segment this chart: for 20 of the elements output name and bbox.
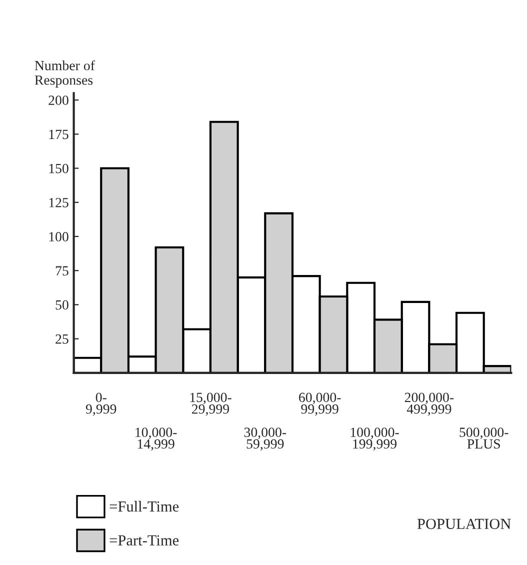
x-tick-label: 200,000- 499,999 (404, 392, 454, 416)
y-tick-label: 200 (48, 96, 68, 105)
legend-label: =Full-Time (110, 500, 179, 512)
y-tick-label: 50 (56, 300, 68, 310)
y-tick-label: 100 (49, 232, 68, 242)
y-tick-label: 125 (49, 198, 68, 208)
x-axis-title: POPULATION (417, 518, 511, 530)
y-tick-label: 150 (49, 164, 68, 174)
x-tick-label: 30,000- 59,999 (244, 428, 286, 451)
y-tick-label: 75 (56, 266, 68, 276)
x-tick-label: 100,000- 199,999 (350, 428, 399, 451)
x-tick-label: 60,000- 99,999 (299, 392, 341, 416)
y-tick-label: 175 (49, 130, 68, 140)
x-tick-label: 0- 9,999 (86, 392, 116, 416)
legend-label: =Part-Time (110, 535, 179, 546)
x-tick-label: 15,000- 29,999 (190, 392, 232, 416)
x-tick-label: 500,000- PLUS (460, 428, 508, 449)
y-axis-title: Number of Responses (34, 60, 95, 88)
x-tick-label: 10,000- 14,999 (136, 428, 177, 451)
y-tick-label: 25 (56, 334, 68, 344)
